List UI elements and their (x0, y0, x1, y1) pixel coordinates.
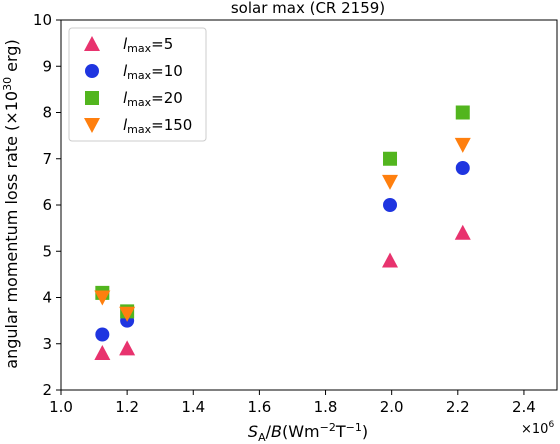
y-axis-label: angular momentum loss rate (×1030 erg) (1, 39, 21, 368)
x-tick-label: 2.4 (512, 398, 536, 416)
x-tick-label: 1.0 (49, 398, 73, 416)
y-tick-label: 7 (42, 150, 52, 168)
y-tick-label: 8 (42, 104, 52, 122)
y-tick-label: 9 (42, 57, 52, 75)
data-point (454, 224, 471, 240)
data-point (95, 327, 110, 342)
data-point (119, 340, 136, 356)
y-tick-label: 5 (42, 242, 52, 260)
legend-marker (85, 64, 99, 78)
chart-title: solar max (CR 2159) (231, 0, 385, 17)
data-point (94, 345, 111, 360)
y-tick-label: 3 (42, 335, 52, 353)
data-point (455, 105, 470, 120)
x-tick-label: 1.2 (115, 398, 139, 416)
legend-label: lmax=150 (123, 116, 192, 136)
legend-label: lmax=10 (123, 62, 183, 82)
x-axis-multiplier: ×106 (521, 420, 554, 437)
data-point (94, 290, 111, 306)
data-point (119, 306, 136, 322)
data-points (94, 105, 471, 360)
data-point (382, 252, 399, 268)
y-tick-label: 10 (33, 11, 52, 29)
x-tick-label: 1.6 (247, 398, 271, 416)
x-tick-label: 1.4 (181, 398, 205, 416)
legend-label: lmax=5 (123, 35, 173, 55)
x-tick-label: 2.0 (380, 398, 404, 416)
y-tick-label: 2 (42, 381, 52, 399)
plot-frame (60, 19, 558, 391)
data-point (383, 198, 398, 212)
legend-marker (84, 118, 100, 133)
x-tick-label: 2.2 (446, 398, 470, 416)
legend: lmax=5 lmax=10 lmax=20 lmax=150 (68, 27, 207, 142)
legend-marker (84, 36, 100, 51)
legend-box (68, 27, 207, 142)
y-tick-label: 4 (42, 289, 52, 307)
y-tick-label: 6 (42, 196, 52, 214)
x-axis-label: SA/B(Wm−2T−1) (248, 421, 368, 444)
data-point (454, 137, 471, 153)
axis-ticks: 1.0 1.2 1.4 1.6 1.8 2.0 2.2 2.4 2 3 4 5 6 7 8 9 10 (33, 11, 536, 416)
legend-marker (85, 91, 99, 105)
data-point (455, 161, 470, 175)
data-point (383, 151, 398, 166)
x-tick-label: 1.8 (314, 398, 338, 416)
data-point (382, 174, 399, 190)
legend-label: lmax=20 (123, 89, 183, 109)
